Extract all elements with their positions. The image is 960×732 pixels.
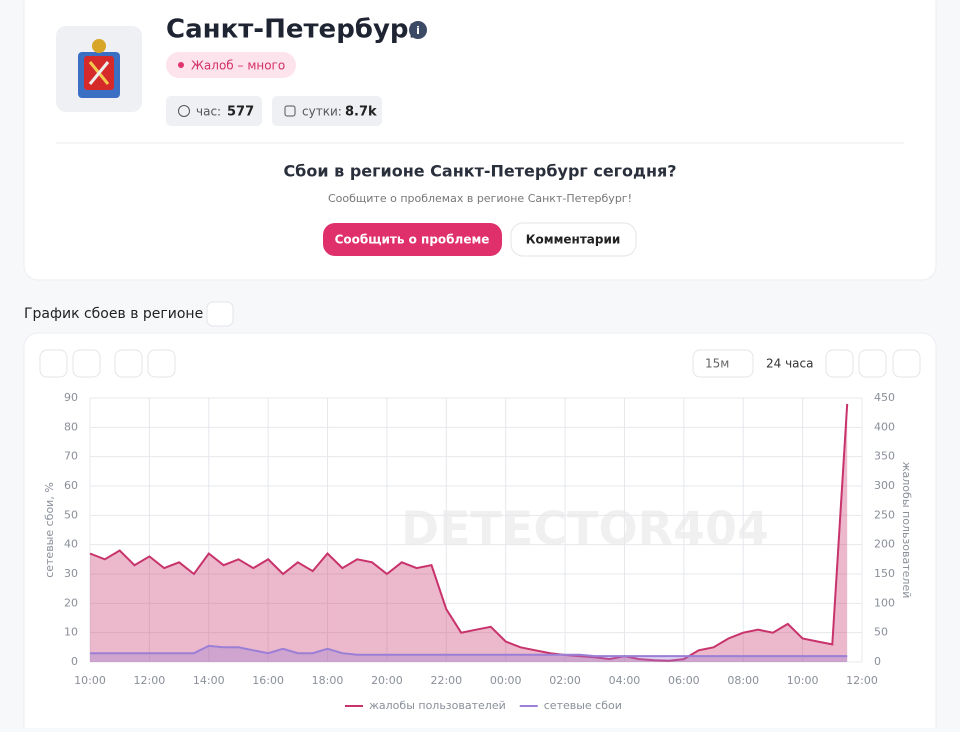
y2-tick-label: 100 bbox=[874, 596, 895, 609]
x-tick-label: 22:00 bbox=[430, 674, 462, 687]
info-icon[interactable] bbox=[409, 21, 427, 39]
clock-icon bbox=[178, 105, 190, 117]
x-tick-label: 12:00 bbox=[134, 674, 166, 687]
y2-tick-label: 150 bbox=[874, 567, 895, 580]
region-title: Санкт-Петербург bbox=[166, 15, 422, 45]
y2-tick-label: 400 bbox=[874, 420, 895, 433]
toolbar bbox=[39, 349, 921, 378]
x-tick-label: 20:00 bbox=[371, 674, 403, 687]
chart-icon[interactable] bbox=[206, 301, 234, 327]
x-tick-label: 04:00 bbox=[609, 674, 641, 687]
x-tick-label: 18:00 bbox=[312, 674, 344, 687]
watermark: DETECTOR404 bbox=[401, 502, 769, 556]
x-tick-label: 08:00 bbox=[727, 674, 759, 687]
stat-label: час: bbox=[196, 105, 221, 119]
prev-button[interactable] bbox=[825, 349, 854, 378]
y-tick-label: 40 bbox=[64, 538, 78, 551]
x-tick-label: 14:00 bbox=[193, 674, 225, 687]
next-button[interactable] bbox=[892, 349, 921, 378]
calendar-icon bbox=[284, 105, 296, 117]
y2-tick-label: 250 bbox=[874, 508, 895, 521]
x-tick-label: 00:00 bbox=[490, 674, 522, 687]
y2-tick-label: 450 bbox=[874, 391, 895, 404]
subtitle: Сообщите о проблемах в регионе Санкт-Пет… bbox=[328, 192, 632, 205]
y-axis-label: сетевые сбои, % bbox=[43, 482, 56, 578]
tool-db[interactable] bbox=[72, 349, 101, 378]
y2-axis-label: жалобы пользователей bbox=[900, 462, 913, 599]
series-line bbox=[90, 644, 848, 658]
x-tick-label: 16:00 bbox=[252, 674, 284, 687]
x-tick-label: 12:00 bbox=[846, 674, 878, 687]
y-tick-label: 50 bbox=[64, 508, 78, 521]
calendar-button[interactable] bbox=[858, 349, 887, 378]
y-tick-label: 90 bbox=[64, 391, 78, 404]
series-area bbox=[90, 403, 848, 662]
stat-value: 577 bbox=[227, 105, 254, 120]
y-tick-label: 10 bbox=[64, 626, 78, 639]
interval-select[interactable] bbox=[692, 349, 754, 378]
interval: 15м bbox=[705, 357, 729, 371]
badge-text: Жалоб – много bbox=[191, 59, 285, 73]
badge bbox=[166, 52, 296, 78]
question: Сбои в регионе Санкт-Петербург сегодня? bbox=[283, 162, 676, 181]
x-tick-label: 10:00 bbox=[74, 674, 106, 687]
legend-label: сетевые сбои bbox=[544, 699, 622, 712]
y2-tick-label: 0 bbox=[874, 655, 881, 668]
y-tick-label: 70 bbox=[64, 450, 78, 463]
y-tick-label: 60 bbox=[64, 479, 78, 492]
tool-camera[interactable] bbox=[39, 349, 68, 378]
y2-tick-label: 50 bbox=[874, 626, 888, 639]
report-button[interactable] bbox=[323, 223, 502, 256]
badge-dot bbox=[178, 62, 184, 68]
stat-label: сутки: bbox=[302, 105, 342, 119]
y2-tick-label: 200 bbox=[874, 538, 895, 551]
y-tick-label: 80 bbox=[64, 420, 78, 433]
chart-heading: График сбоев в регионе bbox=[24, 306, 203, 322]
legend-label: жалобы пользователей bbox=[369, 699, 506, 712]
report-button-text: Сообщить о проблеме bbox=[335, 233, 490, 247]
stat-value: 8.7k bbox=[345, 105, 377, 120]
period: 24 часа bbox=[766, 357, 813, 371]
y-tick-label: 0 bbox=[71, 655, 78, 668]
x-tick-label: 06:00 bbox=[668, 674, 700, 687]
info-i: i bbox=[416, 24, 420, 37]
comments-button[interactable] bbox=[510, 222, 637, 257]
series-line bbox=[89, 403, 849, 662]
tool-area[interactable] bbox=[114, 349, 143, 378]
coat-of-arms bbox=[78, 39, 120, 98]
y2-tick-label: 350 bbox=[874, 450, 895, 463]
y-tick-label: 30 bbox=[64, 567, 78, 580]
stat-hour bbox=[166, 96, 262, 126]
comments-button-text: Комментарии bbox=[526, 233, 621, 247]
tool-user[interactable] bbox=[147, 349, 176, 378]
stat-day bbox=[272, 96, 382, 126]
y2-tick-label: 300 bbox=[874, 479, 895, 492]
y-tick-label: 20 bbox=[64, 596, 78, 609]
x-tick-label: 02:00 bbox=[549, 674, 581, 687]
x-tick-label: 10:00 bbox=[787, 674, 819, 687]
